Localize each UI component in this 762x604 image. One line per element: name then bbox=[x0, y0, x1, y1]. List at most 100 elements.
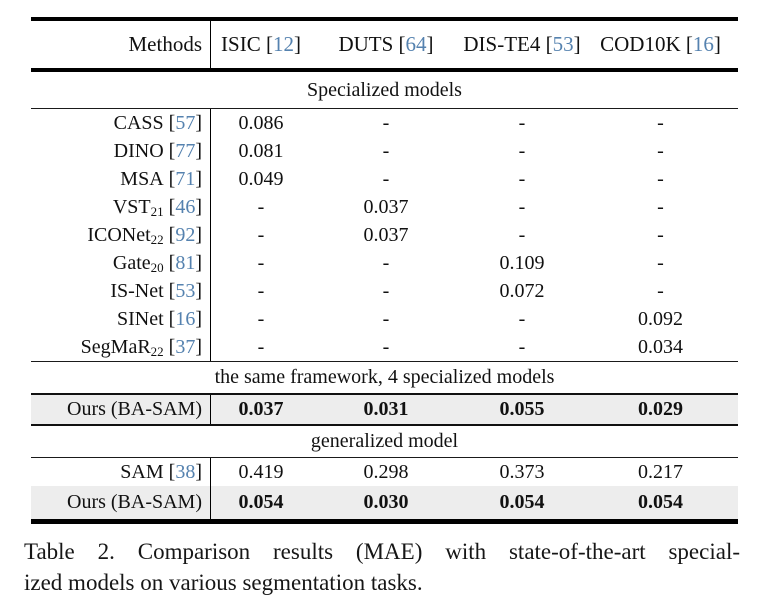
model-subscript: 21 bbox=[150, 204, 164, 219]
citation-link[interactable]: 37 bbox=[175, 335, 196, 358]
row-label: CASS [57] bbox=[31, 109, 211, 137]
model-name: CASS bbox=[113, 111, 164, 134]
value-cell: 0.109 bbox=[499, 251, 545, 274]
model-name: VST bbox=[112, 195, 151, 218]
value-cell: - bbox=[257, 279, 265, 302]
value-cell: 0.092 bbox=[638, 307, 683, 330]
table-row: IS-Net [53] - - 0.072 - bbox=[31, 277, 738, 305]
value-cell: 0.054 bbox=[499, 491, 545, 513]
value-cell: - bbox=[518, 307, 526, 330]
value-cell: - bbox=[382, 307, 390, 330]
citation-link[interactable]: 64 bbox=[405, 32, 427, 56]
value-cell: - bbox=[657, 167, 664, 190]
citation-link[interactable]: 92 bbox=[175, 223, 196, 246]
value-cell: 0.373 bbox=[499, 460, 545, 483]
citation-link[interactable]: 53 bbox=[175, 279, 196, 302]
row-label: IS-Net [53] bbox=[31, 277, 211, 305]
table-row: ICONet 22 [92] - 0.037 - - bbox=[31, 221, 738, 249]
bottom-rule bbox=[31, 519, 738, 524]
value-cell: - bbox=[518, 139, 526, 162]
value-cell: 0.217 bbox=[638, 460, 683, 483]
header-separator-rule bbox=[31, 68, 738, 72]
caption-line-1: Table 2. Comparison results (MAE) with s… bbox=[24, 539, 740, 564]
model-subscript: 22 bbox=[150, 232, 164, 247]
value-cell: 0.054 bbox=[238, 491, 284, 513]
model-name: Ours (BA-SAM) bbox=[67, 491, 202, 513]
row-label: Gate 20 [81] bbox=[31, 249, 211, 277]
table-header-row: Methods ISIC [12] DUTS [64] DIS-TE4 [53] CO… bbox=[31, 21, 738, 68]
citation-link[interactable]: 38 bbox=[175, 460, 196, 483]
row-label: ICONet 22 [92] bbox=[31, 221, 211, 249]
table-row: MSA [71] 0.049 - - - bbox=[31, 165, 738, 193]
value-cell: - bbox=[657, 223, 664, 246]
model-name: SAM bbox=[120, 460, 164, 483]
value-cell: 0.037 bbox=[363, 195, 409, 218]
table-row: SAM [38] 0.419 0.298 0.373 0.217 bbox=[31, 458, 738, 486]
value-cell: - bbox=[382, 111, 390, 134]
value-cell: - bbox=[657, 251, 664, 274]
column-header-isic: ISIC [12] bbox=[221, 32, 301, 56]
section-header: Specialized models bbox=[31, 72, 738, 109]
value-cell: - bbox=[257, 335, 265, 358]
model-name: SINet bbox=[116, 307, 164, 330]
column-header-duts: DUTS [64] bbox=[338, 32, 434, 56]
value-cell: 0.081 bbox=[238, 139, 284, 162]
value-cell: 0.086 bbox=[238, 111, 284, 134]
value-cell: - bbox=[382, 139, 390, 162]
section-header: the same framework, 4 specialized models bbox=[31, 361, 738, 393]
citation-link[interactable]: 81 bbox=[175, 251, 196, 274]
citation-link[interactable]: 12 bbox=[272, 32, 294, 56]
citation-link[interactable]: 16 bbox=[175, 307, 196, 330]
citation-link[interactable]: 16 bbox=[692, 32, 714, 56]
methods-label: Methods bbox=[128, 32, 203, 56]
value-cell: - bbox=[657, 279, 664, 302]
value-cell: 0.030 bbox=[363, 491, 409, 513]
dataset-name: DUTS bbox=[338, 32, 399, 56]
column-header-cod10k: COD10K [16] bbox=[600, 32, 721, 56]
value-cell: - bbox=[657, 139, 664, 162]
value-cell: 0.029 bbox=[638, 398, 683, 420]
value-cell: 0.072 bbox=[499, 279, 545, 302]
row-label: SAM [38] bbox=[31, 458, 211, 486]
value-cell: - bbox=[382, 167, 390, 190]
model-name: Gate bbox=[112, 251, 151, 274]
value-cell: 0.037 bbox=[363, 223, 409, 246]
table-row: Ours (BA-SAM) 0.054 0.030 0.054 0.054 bbox=[31, 486, 738, 519]
model-name: SegMaR bbox=[80, 335, 151, 358]
value-cell: 0.049 bbox=[238, 167, 284, 190]
value-cell: - bbox=[382, 279, 390, 302]
top-rule bbox=[31, 17, 738, 21]
citation-link[interactable]: 46 bbox=[175, 195, 196, 218]
model-subscript: 22 bbox=[150, 344, 164, 359]
value-cell: - bbox=[382, 251, 390, 274]
row-label: MSA [71] bbox=[31, 165, 211, 193]
value-cell: - bbox=[518, 111, 526, 134]
citation-link[interactable]: 57 bbox=[175, 111, 196, 134]
value-cell: - bbox=[518, 335, 526, 358]
value-cell: - bbox=[518, 167, 526, 190]
value-cell: - bbox=[257, 251, 265, 274]
model-name: IS-Net bbox=[110, 279, 164, 302]
table-row: Gate 20 [81] - - 0.109 - bbox=[31, 249, 738, 277]
dataset-name: ISIC bbox=[221, 32, 266, 56]
table-row: CASS [57] 0.086 - - - bbox=[31, 109, 738, 137]
table-row: SegMaR 22 [37] - - - 0.034 bbox=[31, 333, 738, 361]
citation-link[interactable]: 77 bbox=[175, 139, 196, 162]
model-name: ICONet bbox=[87, 223, 151, 246]
row-label: SINet [16] bbox=[31, 305, 211, 333]
section-header: generalized model bbox=[31, 426, 738, 458]
citation-link[interactable]: 53 bbox=[552, 32, 574, 56]
value-cell: - bbox=[518, 195, 526, 218]
row-label: Ours (BA-SAM) bbox=[31, 486, 211, 519]
table-row: DINO [77] 0.081 - - - bbox=[31, 137, 738, 165]
value-cell: 0.054 bbox=[638, 491, 683, 513]
column-header-dis-te4: DIS-TE4 [53] bbox=[463, 32, 581, 56]
model-name: Ours (BA-SAM) bbox=[67, 398, 202, 420]
model-name: DINO bbox=[113, 139, 164, 162]
dataset-name: DIS-TE4 bbox=[463, 32, 546, 56]
citation-link[interactable]: 71 bbox=[175, 167, 196, 190]
value-cell: 0.034 bbox=[638, 335, 683, 358]
value-cell: - bbox=[257, 223, 265, 246]
table-row: VST 21 [46] - 0.037 - - bbox=[31, 193, 738, 221]
value-cell: - bbox=[518, 223, 526, 246]
